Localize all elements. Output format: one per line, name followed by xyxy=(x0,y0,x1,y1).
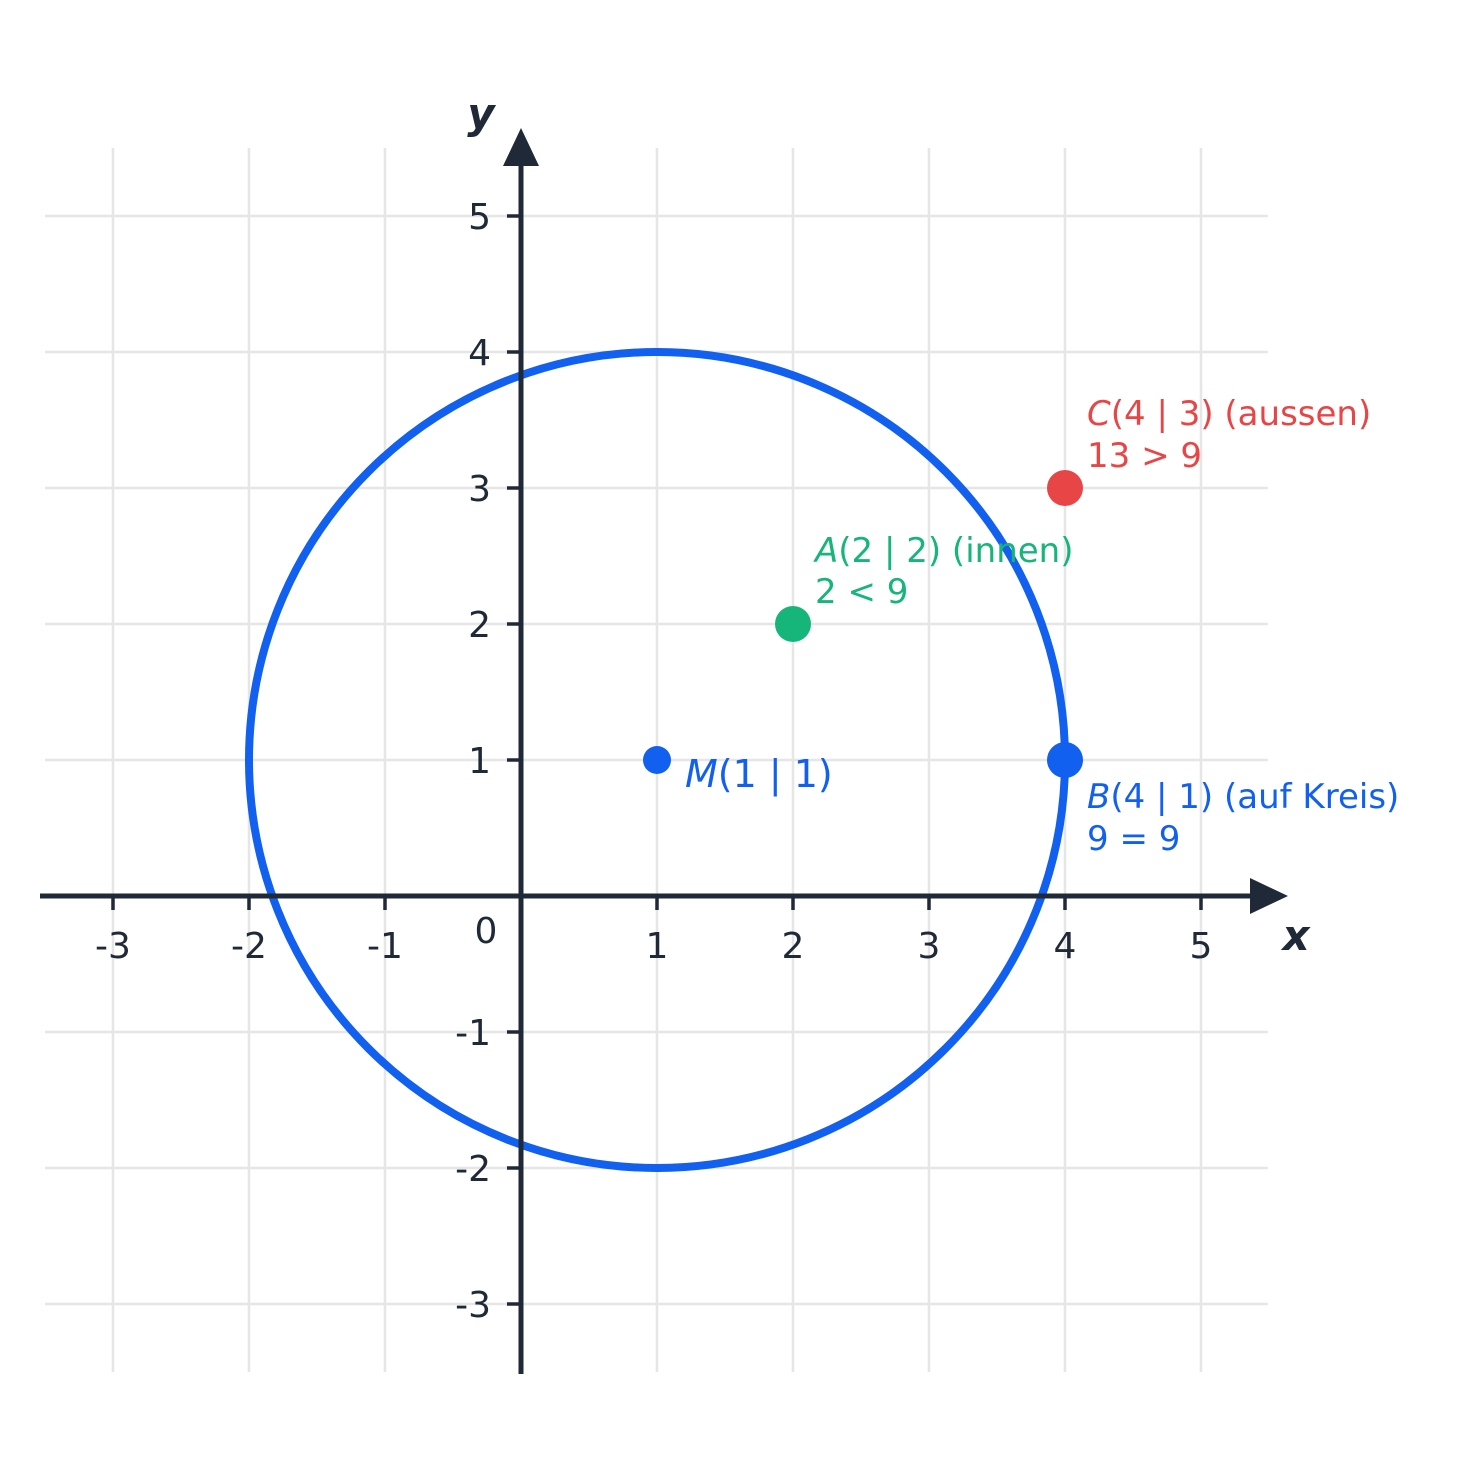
x-axis-arrow xyxy=(1250,878,1288,914)
point-m-coords: (1 | 1) xyxy=(718,752,833,797)
point-m-label: M(1 | 1) xyxy=(685,752,833,797)
point-c-coords: (4 | 3) (aussen) xyxy=(1111,394,1371,434)
x-tick-label: 1 xyxy=(646,926,669,967)
x-tick-label: -3 xyxy=(95,926,131,967)
y-tick-label: 3 xyxy=(468,469,491,510)
y-tick-label: 4 xyxy=(468,333,491,374)
x-tick-label: 5 xyxy=(1190,926,1213,967)
point-b-label: B(4 | 1) (auf Kreis) xyxy=(1087,777,1399,817)
point-m xyxy=(643,746,671,774)
x-tick-label: -1 xyxy=(367,926,403,967)
y-tick-label: -2 xyxy=(455,1149,491,1190)
point-c-name: C xyxy=(1087,394,1111,434)
y-tick-label: 5 xyxy=(468,197,491,238)
axis-ticks: -3 -2 -1 1 2 3 4 5 5 4 3 2 1 -1 -2 -3 xyxy=(95,197,1212,1326)
y-tick-label: 2 xyxy=(468,605,491,646)
y-axis-label: y xyxy=(467,89,496,138)
y-tick-label: -1 xyxy=(455,1013,491,1054)
x-tick-label: 3 xyxy=(918,926,941,967)
x-tick-label: 2 xyxy=(782,926,805,967)
point-b xyxy=(1047,742,1083,778)
point-a-label: A(2 | 2) (innen) xyxy=(813,531,1073,571)
origin-label: 0 xyxy=(475,911,498,952)
point-a xyxy=(775,606,811,642)
point-b-coords: (4 | 1) (auf Kreis) xyxy=(1110,777,1399,817)
point-b-name: B xyxy=(1087,777,1110,817)
point-c-relation: 13 > 9 xyxy=(1087,436,1202,476)
y-tick-label: -3 xyxy=(455,1285,491,1326)
x-tick-label: 4 xyxy=(1054,926,1077,967)
point-c xyxy=(1047,470,1083,506)
y-tick-label: 1 xyxy=(468,741,491,782)
point-a-name: A xyxy=(813,531,838,571)
x-axis-label: x xyxy=(1280,911,1311,960)
y-axis-arrow xyxy=(503,128,539,166)
point-a-coords: (2 | 2) (innen) xyxy=(838,531,1073,571)
point-b-relation: 9 = 9 xyxy=(1087,819,1180,859)
point-m-name: M xyxy=(685,752,718,796)
point-a-relation: 2 < 9 xyxy=(815,572,908,612)
point-c-label: C(4 | 3) (aussen) xyxy=(1087,394,1371,434)
x-tick-label: -2 xyxy=(231,926,267,967)
